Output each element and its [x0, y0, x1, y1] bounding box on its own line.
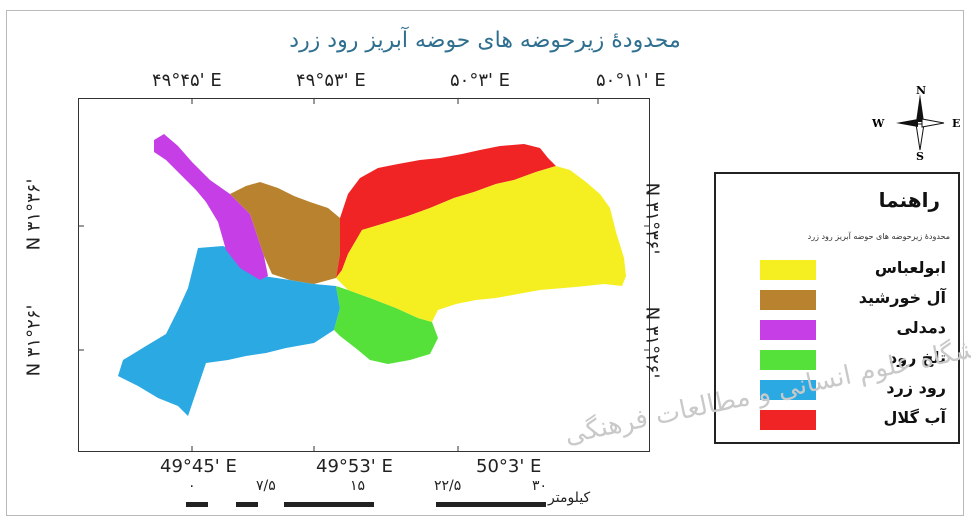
scale-segments: [186, 502, 546, 507]
legend-swatch: [760, 320, 816, 340]
scale-bar: ۰ ۷/۵ ۱۵ ۲۲/۵ ۳۰ کیلومتر: [180, 478, 620, 514]
scale-tick-label: ۲۲/۵: [434, 478, 462, 494]
legend-item: تلخ رود: [716, 346, 958, 374]
top-longitude-label: ۵۰°۳' E: [450, 70, 511, 91]
legend-label: دمدلی: [896, 318, 946, 337]
left-latitude-label: N ۳۱°۲۶': [23, 304, 45, 377]
south-label: S: [916, 150, 924, 162]
legend-swatch: [760, 290, 816, 310]
top-longitude-label: ۴۹°۴۵' E: [152, 70, 222, 91]
legend-item: آل خورشید: [716, 286, 958, 314]
north-arrow-icon: N S W E: [871, 84, 960, 162]
legend-subtitle: محدودهٔ زیرحوضه های حوضه آبریز رود زرد: [807, 232, 950, 241]
bottom-longitude-label: 50°3' E: [476, 456, 542, 477]
legend-label: آل خورشید: [858, 288, 946, 307]
legend-swatch: [760, 410, 816, 430]
legend-item: ابولعباس: [716, 256, 958, 284]
graticule-ticks: [78, 98, 650, 452]
legend-title: راهنما: [878, 188, 940, 212]
legend-label: آب گلال: [883, 408, 946, 427]
subbasin-rud-zard: [118, 246, 340, 416]
legend: راهنما محدودهٔ زیرحوضه های حوضه آبریز رو…: [714, 172, 960, 444]
top-longitude-label: ۵۰°۱۱' E: [596, 70, 666, 91]
figure-frame: [6, 10, 964, 516]
right-latitude-label: N ۳۱°۳۶': [641, 182, 663, 255]
subbasin-map: [78, 98, 650, 452]
left-latitude-label: N ۳۱°۳۶': [23, 178, 45, 251]
east-label: E: [952, 117, 960, 130]
scale-tick-label: ۰: [188, 478, 196, 494]
north-label: N: [916, 84, 926, 97]
bottom-longitude-label: 49°45' E: [160, 456, 237, 477]
scale-tick-label: ۳۰: [532, 478, 548, 494]
legend-swatch: [760, 260, 816, 280]
legend-item: دمدلی: [716, 316, 958, 344]
bottom-longitude-label: 49°53' E: [316, 456, 393, 477]
subbasin-al-khorshid: [230, 182, 340, 284]
scale-tick-label: ۱۵: [350, 478, 366, 494]
legend-swatch: [760, 350, 816, 370]
map-title: محدودهٔ زیرحوضه های حوضه آبریز رود زرد: [289, 28, 681, 53]
right-latitude-label: N ۳۱°۲۶': [641, 306, 663, 379]
scale-tick-label: ۷/۵: [256, 478, 276, 494]
legend-label: رود زرد: [886, 378, 946, 397]
scale-unit-label: کیلومتر: [548, 490, 591, 506]
subbasin-abolabbas: [336, 166, 626, 322]
subbasin-damdali: [154, 134, 268, 280]
legend-label: ابولعباس: [874, 258, 946, 277]
legend-swatch: [760, 380, 816, 400]
top-longitude-label: ۴۹°۵۳' E: [296, 70, 366, 91]
west-label: W: [871, 117, 885, 130]
legend-label: تلخ رود: [888, 348, 946, 367]
subbasin-tolkh-rud: [334, 286, 438, 364]
subbasin-ab-galal: [336, 144, 556, 278]
legend-item: رود زرد: [716, 376, 958, 404]
legend-item: آب گلال: [716, 406, 958, 434]
